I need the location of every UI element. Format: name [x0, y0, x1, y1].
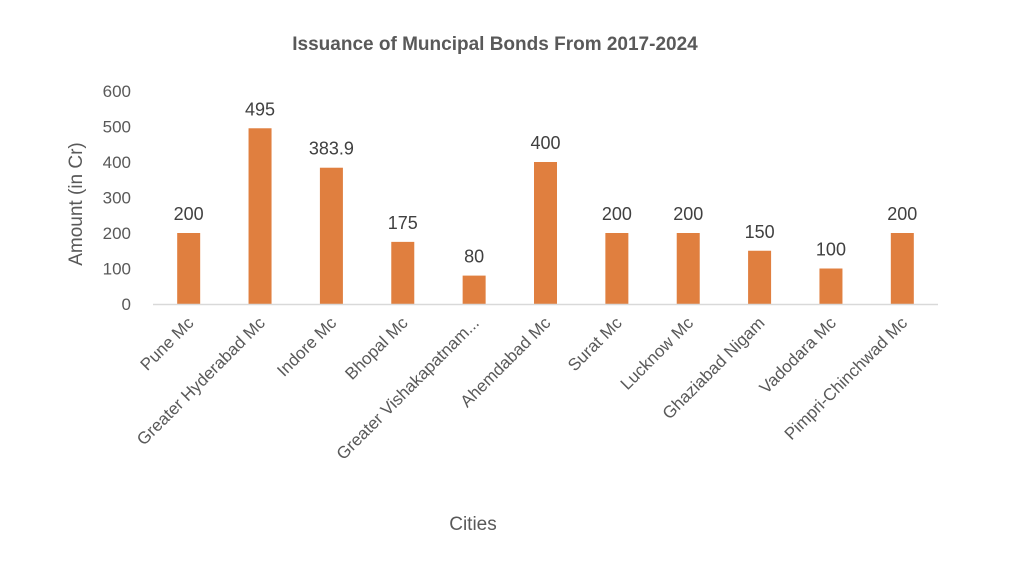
- data-label: 200: [174, 204, 204, 224]
- data-label: 200: [602, 204, 632, 224]
- bar: [819, 268, 843, 304]
- y-axis-title: Amount (in Cr): [66, 142, 87, 266]
- bar: [391, 241, 415, 304]
- bar: [177, 233, 201, 304]
- bar: [248, 128, 272, 304]
- data-label: 175: [388, 213, 418, 233]
- y-tick-label: 600: [103, 82, 131, 101]
- category-label: Greater Hyderabad Mc: [133, 313, 269, 449]
- data-label: 200: [887, 204, 917, 224]
- bar: [890, 233, 914, 304]
- data-label: 150: [745, 222, 775, 242]
- bar: [534, 162, 557, 304]
- y-tick-label: 200: [103, 224, 131, 243]
- category-label: Greater Vishakapatnam...: [333, 313, 483, 463]
- data-label: 200: [673, 204, 703, 224]
- data-label: 495: [245, 99, 275, 119]
- data-labels: 200 495 383.9 175 80 400 200 200 150 100 200: [174, 99, 918, 266]
- data-label: 383.9: [309, 139, 354, 159]
- category-label: Pimpri-Chinchwad Mc: [781, 313, 912, 444]
- bars: [177, 128, 914, 304]
- y-tick-label: 400: [103, 153, 131, 172]
- data-label: 80: [464, 247, 484, 267]
- category-label: Surat Mc: [564, 313, 626, 375]
- category-label: Lucknow Mc: [617, 313, 698, 394]
- x-axis-title: Cities: [449, 514, 497, 535]
- bar: [748, 250, 772, 304]
- bar: [676, 233, 700, 304]
- y-tick-label: 0: [122, 295, 131, 314]
- bar: [462, 275, 486, 304]
- y-axis-ticks: 0 100 200 300 400 500 600: [103, 82, 131, 314]
- category-label: Indore Mc: [273, 313, 340, 380]
- y-tick-label: 100: [103, 260, 131, 279]
- category-label: Pune Mc: [137, 313, 198, 374]
- data-label: 100: [816, 240, 846, 260]
- y-tick-label: 300: [103, 189, 131, 208]
- chart-title: Issuance of Muncipal Bonds From 2017-202…: [292, 34, 698, 55]
- y-tick-label: 500: [103, 118, 131, 137]
- bar: [319, 167, 343, 304]
- bar: [605, 233, 629, 304]
- category-label: Bhopal Mc: [341, 313, 412, 384]
- data-label: 400: [530, 133, 560, 153]
